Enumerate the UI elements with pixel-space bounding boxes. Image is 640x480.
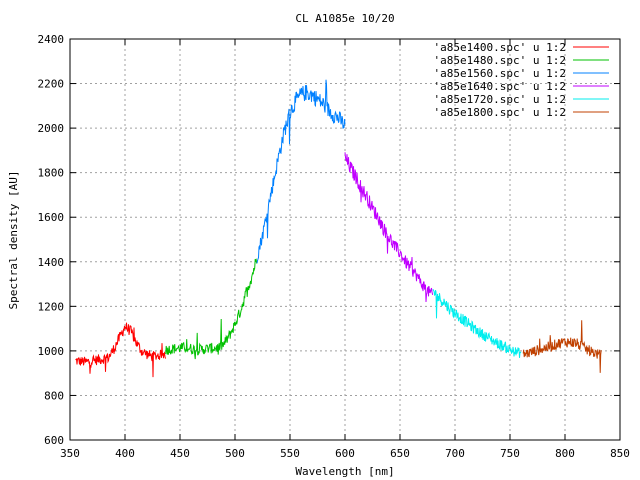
y-tick-label: 1000 (38, 345, 65, 358)
series-line-1 (75, 322, 166, 378)
series-line-5 (432, 289, 522, 358)
grid-lines (70, 39, 620, 440)
y-tick-label: 2400 (38, 33, 65, 46)
x-tick-label: 650 (390, 447, 410, 460)
x-tick-label: 800 (555, 447, 575, 460)
series-line-4 (344, 152, 433, 303)
x-tick-label: 450 (170, 447, 190, 460)
legend-label: 'a85e1400.spc' u 1:2 (434, 41, 566, 54)
data-series (75, 79, 602, 378)
legend-label: 'a85e1560.spc' u 1:2 (434, 67, 566, 80)
x-tick-label: 600 (335, 447, 355, 460)
chart-title: CL A1085e 10/20 (295, 12, 394, 25)
x-axis-label: Wavelength [nm] (295, 465, 394, 478)
y-tick-label: 1200 (38, 300, 65, 313)
x-tick-label: 850 (610, 447, 630, 460)
x-tick-label: 350 (60, 447, 80, 460)
series-line-2 (165, 258, 258, 360)
y-tick-label: 800 (44, 389, 64, 402)
x-tick-label: 700 (445, 447, 465, 460)
x-tick-label: 400 (115, 447, 135, 460)
y-tick-label: 1400 (38, 256, 65, 269)
y-tick-label: 1800 (38, 167, 65, 180)
y-axis-label: Spectral density [AU] (7, 170, 20, 309)
y-tick-label: 1600 (38, 211, 65, 224)
axis-ticks: 350 400 450 500 550 600 650 700 750 800 850 600 800 1… (38, 33, 630, 460)
series-line-3 (256, 79, 346, 264)
y-tick-label: 2000 (38, 122, 65, 135)
x-tick-label: 500 (225, 447, 245, 460)
legend-label: 'a85e1800.spc' u 1:2 (434, 106, 566, 119)
legend-label: 'a85e1480.spc' u 1:2 (434, 54, 566, 67)
x-tick-label: 550 (280, 447, 300, 460)
y-tick-label: 2200 (38, 78, 65, 91)
legend: 'a85e1400.spc' u 1:2'a85e1480.spc' u 1:2… (434, 41, 609, 119)
legend-label: 'a85e1640.spc' u 1:2 (434, 80, 566, 93)
y-tick-label: 600 (44, 434, 64, 447)
x-tick-label: 750 (500, 447, 520, 460)
legend-label: 'a85e1720.spc' u 1:2 (434, 93, 566, 106)
series-line-6 (522, 320, 602, 373)
